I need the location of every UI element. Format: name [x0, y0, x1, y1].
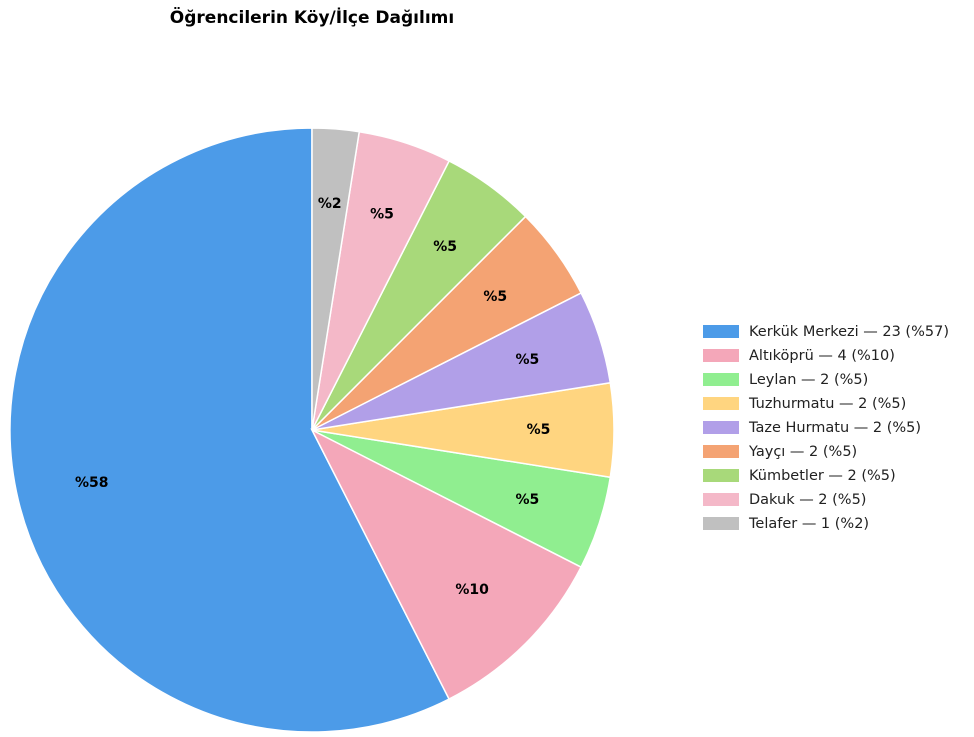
legend-label: Kümbetler — 2 (%5): [749, 468, 896, 484]
legend-label: Leylan — 2 (%5): [749, 372, 868, 388]
legend-swatch: [703, 397, 739, 410]
legend-label: Telafer — 1 (%2): [748, 516, 869, 532]
slice-label: %5: [516, 492, 540, 508]
legend-label: Tuzhurmatu — 2 (%5): [748, 396, 906, 412]
legend-label: Yayçı — 2 (%5): [748, 444, 857, 460]
legend-label: Dakuk — 2 (%5): [749, 492, 866, 508]
pie-slice: [311, 127, 361, 431]
slice-label: %10: [455, 582, 489, 598]
slice-label: %5: [527, 422, 551, 438]
pie-slice: [310, 428, 583, 701]
legend-swatch: [703, 349, 739, 362]
legend-label: Taze Hurmatu — 2 (%5): [748, 420, 921, 436]
legend-swatch: [703, 445, 739, 458]
legend-swatch: [703, 493, 739, 506]
pie-slice: [9, 127, 451, 733]
legend-swatch: [703, 517, 739, 530]
legend-label: Altıköprü — 4 (%10): [749, 348, 895, 364]
slice-label: %5: [433, 239, 457, 255]
legend-swatch: [703, 469, 739, 482]
legend-label: Kerkük Merkezi — 23 (%57): [749, 324, 949, 340]
slice-label: %2: [318, 196, 342, 212]
slice-label: %5: [516, 352, 540, 368]
slice-label: %5: [370, 207, 394, 223]
chart-title: Öğrencilerin Köy/İlçe Dağılımı: [170, 6, 454, 28]
legend-swatch: [703, 325, 739, 338]
legend-swatch: [703, 421, 739, 434]
slice-label: %58: [75, 475, 109, 491]
slice-label: %5: [483, 289, 507, 305]
legend-swatch: [703, 373, 739, 386]
